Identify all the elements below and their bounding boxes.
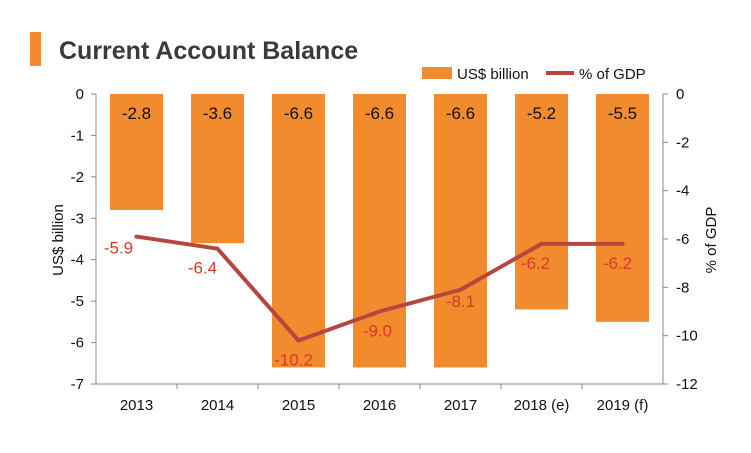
y-tick-label-left: -4 [71,252,84,269]
y-tick-label-left: -5 [71,293,84,310]
y-tick-label-left: 0 [76,86,84,103]
axes: 0 -1 -2 -3 -4 -5 -6 -7 0 -2 -4 -6 -8 -10 -12 2013 2014 20… [71,86,698,414]
gdp-point-2019 (f) [620,241,625,246]
data-labels: -2.8 -3.6 -6.6 -6.6 -6.6 -5.2 -5.5 -5.9 -6.4 -10.… [104,104,637,370]
y-tick-label-left: -6 [71,335,84,352]
y-tick-label-right: -10 [676,328,698,345]
y-tick-label-right: -6 [676,231,689,248]
y-axis-title-right: % of GDP [703,207,720,274]
gdp-point-2013 [134,234,139,239]
bar-2014 [191,94,244,244]
gdp-point-2015 [296,338,301,343]
legend-swatch-bar [422,67,452,79]
x-tick-label: 2018 (e) [514,397,570,414]
x-tick-label: 2013 [120,397,153,414]
bars [110,94,649,368]
y-axis-title-left: US$ billion [50,204,67,276]
y-tick-label-left: -3 [71,210,84,227]
y-tick-label-left: -2 [71,169,84,186]
legend: US$ billion % of GDP [422,66,646,83]
x-tick-label: 2017 [444,397,477,414]
bar-2019 (f) [596,94,649,322]
gdp-value-label: -6.2 [603,254,632,273]
x-tick-label: 2015 [282,397,315,414]
y-tick-label-left: -1 [71,127,84,144]
y-tick-label-right: -8 [676,279,689,296]
bar-value-label: -6.6 [365,104,394,123]
title-accent-bar [30,32,41,66]
y-tick-label-right: 0 [676,86,684,103]
gdp-value-label: -6.4 [188,259,217,278]
x-tick-label: 2019 (f) [597,397,649,414]
y-tick-label-right: -12 [676,376,698,393]
y-tick-label-right: -4 [676,183,689,200]
bar-2015 [272,94,325,368]
bar-2018 (e) [515,94,568,310]
gdp-value-label: -6.2 [521,254,550,273]
legend-label-bar: US$ billion [457,66,529,83]
gdp-point-2016 [377,309,382,314]
bar-value-label: -6.6 [446,104,475,123]
bar-value-label: -6.6 [284,104,313,123]
x-tick-label: 2016 [363,397,396,414]
gdp-value-label: -9.0 [363,322,392,341]
x-tick-label: 2014 [201,397,234,414]
bar-value-label: -5.5 [608,104,637,123]
bar-2013 [110,94,163,210]
legend-label-line: % of GDP [579,66,646,83]
gdp-value-label: -10.2 [274,351,313,370]
bar-value-label: -2.8 [122,104,151,123]
chart-title: Current Account Balance [59,37,358,65]
y-tick-label-left: -7 [71,376,84,393]
gdp-point-2014 [215,246,220,251]
bar-2017 [434,94,487,368]
gdp-value-label: -5.9 [104,239,133,258]
bar-value-label: -3.6 [203,104,232,123]
gdp-line [134,234,625,343]
y-tick-label-right: -2 [676,134,689,151]
bar-2016 [353,94,406,368]
bar-value-label: -5.2 [527,104,556,123]
gdp-point-2018 (e) [539,241,544,246]
gdp-point-2017 [458,287,463,292]
gdp-value-label: -8.1 [446,292,475,311]
